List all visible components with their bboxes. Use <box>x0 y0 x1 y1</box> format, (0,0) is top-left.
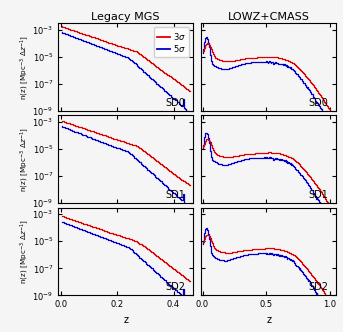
Title: LOWZ+CMASS: LOWZ+CMASS <box>228 13 310 23</box>
Y-axis label: n(z) [Mpc$^{-3}$ $\Delta z^{-1}$]: n(z) [Mpc$^{-3}$ $\Delta z^{-1}$] <box>18 35 31 100</box>
Text: SD1: SD1 <box>165 190 185 200</box>
X-axis label: z: z <box>266 315 271 325</box>
Text: SD2: SD2 <box>165 282 185 292</box>
Text: SD2: SD2 <box>308 282 328 292</box>
Text: SD1: SD1 <box>308 190 328 200</box>
X-axis label: z: z <box>123 315 128 325</box>
Text: SD0: SD0 <box>308 98 328 108</box>
Y-axis label: n(z) [Mpc$^{-3}$ $\Delta z^{-1}$]: n(z) [Mpc$^{-3}$ $\Delta z^{-1}$] <box>18 219 31 284</box>
Title: Legacy MGS: Legacy MGS <box>92 13 160 23</box>
Legend: 3$\sigma$, 5$\sigma$: 3$\sigma$, 5$\sigma$ <box>154 28 189 57</box>
Text: SD0: SD0 <box>165 98 185 108</box>
Y-axis label: n(z) [Mpc$^{-3}$ $\Delta z^{-1}$]: n(z) [Mpc$^{-3}$ $\Delta z^{-1}$] <box>18 127 31 192</box>
